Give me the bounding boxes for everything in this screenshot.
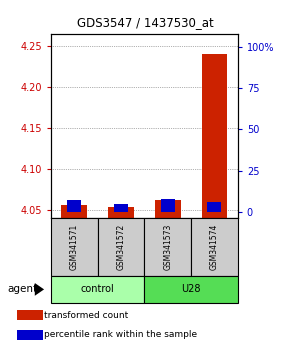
Text: GDS3547 / 1437530_at: GDS3547 / 1437530_at: [77, 16, 213, 29]
Bar: [144, 218, 191, 276]
Text: percentile rank within the sample: percentile rank within the sample: [44, 330, 197, 339]
Bar: [144, 276, 238, 303]
Bar: [97, 218, 144, 276]
Bar: [108, 207, 134, 218]
Bar: [17, 330, 43, 340]
Bar: [202, 54, 227, 218]
Bar: [161, 199, 175, 212]
Text: transformed count: transformed count: [44, 311, 128, 320]
Bar: [51, 218, 97, 276]
Bar: [17, 310, 43, 320]
Text: GSM341574: GSM341574: [210, 224, 219, 270]
Text: GSM341572: GSM341572: [116, 224, 125, 270]
Text: GSM341573: GSM341573: [163, 224, 172, 270]
Bar: [114, 204, 128, 212]
Bar: [51, 276, 144, 303]
Bar: [191, 218, 238, 276]
Bar: [155, 200, 180, 218]
Bar: [61, 205, 87, 218]
Text: GSM341571: GSM341571: [70, 224, 79, 270]
Text: control: control: [81, 284, 114, 295]
Text: agent: agent: [7, 284, 37, 295]
Bar: [67, 200, 81, 212]
Bar: [207, 202, 222, 212]
Text: U28: U28: [181, 284, 201, 295]
